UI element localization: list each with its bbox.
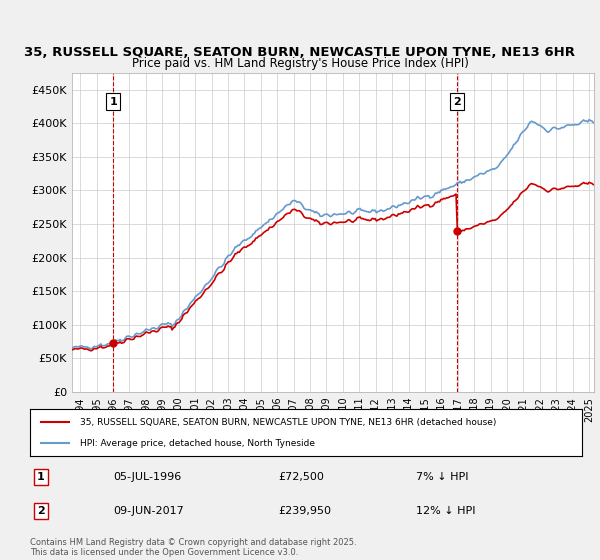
Text: 2: 2 <box>453 96 461 106</box>
Text: Contains HM Land Registry data © Crown copyright and database right 2025.
This d: Contains HM Land Registry data © Crown c… <box>30 538 356 557</box>
Text: Price paid vs. HM Land Registry's House Price Index (HPI): Price paid vs. HM Land Registry's House … <box>131 57 469 70</box>
Text: 1: 1 <box>109 96 117 106</box>
Text: 7% ↓ HPI: 7% ↓ HPI <box>416 472 469 482</box>
Text: 35, RUSSELL SQUARE, SEATON BURN, NEWCASTLE UPON TYNE, NE13 6HR (detached house): 35, RUSSELL SQUARE, SEATON BURN, NEWCAST… <box>80 418 496 427</box>
Text: 1: 1 <box>37 472 45 482</box>
Text: 35, RUSSELL SQUARE, SEATON BURN, NEWCASTLE UPON TYNE, NE13 6HR: 35, RUSSELL SQUARE, SEATON BURN, NEWCAST… <box>25 46 575 59</box>
Text: HPI: Average price, detached house, North Tyneside: HPI: Average price, detached house, Nort… <box>80 438 314 447</box>
Text: £72,500: £72,500 <box>278 472 324 482</box>
Text: 05-JUL-1996: 05-JUL-1996 <box>113 472 181 482</box>
Text: £239,950: £239,950 <box>278 506 331 516</box>
Text: 2: 2 <box>37 506 45 516</box>
Text: 12% ↓ HPI: 12% ↓ HPI <box>416 506 476 516</box>
Text: 09-JUN-2017: 09-JUN-2017 <box>113 506 184 516</box>
